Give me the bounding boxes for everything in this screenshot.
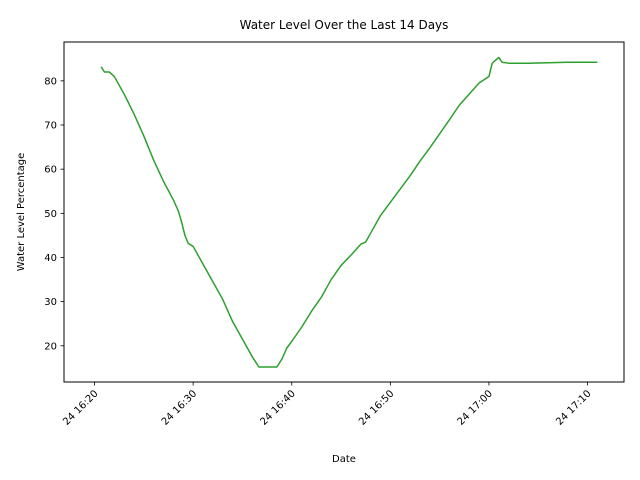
series-line xyxy=(100,56,598,368)
axes-frame xyxy=(63,41,625,383)
y-tick-label: 40 xyxy=(44,253,57,264)
plot-area xyxy=(63,41,625,383)
y-tick-label: 70 xyxy=(44,121,57,132)
y-tick-label: 30 xyxy=(44,297,57,308)
y-axis-label: Water Level Percentage xyxy=(16,153,27,272)
chart-title: Water Level Over the Last 14 Days xyxy=(240,18,449,32)
y-tick-label: 20 xyxy=(44,341,57,352)
y-tick-label: 60 xyxy=(44,165,57,176)
x-axis-label: Date xyxy=(332,454,356,465)
series-layer xyxy=(100,56,598,368)
y-tick-label: 80 xyxy=(44,76,57,87)
y-axis-ticks: 20 30 40 50 60 70 80 xyxy=(44,76,64,352)
y-tick-label: 50 xyxy=(44,209,57,220)
